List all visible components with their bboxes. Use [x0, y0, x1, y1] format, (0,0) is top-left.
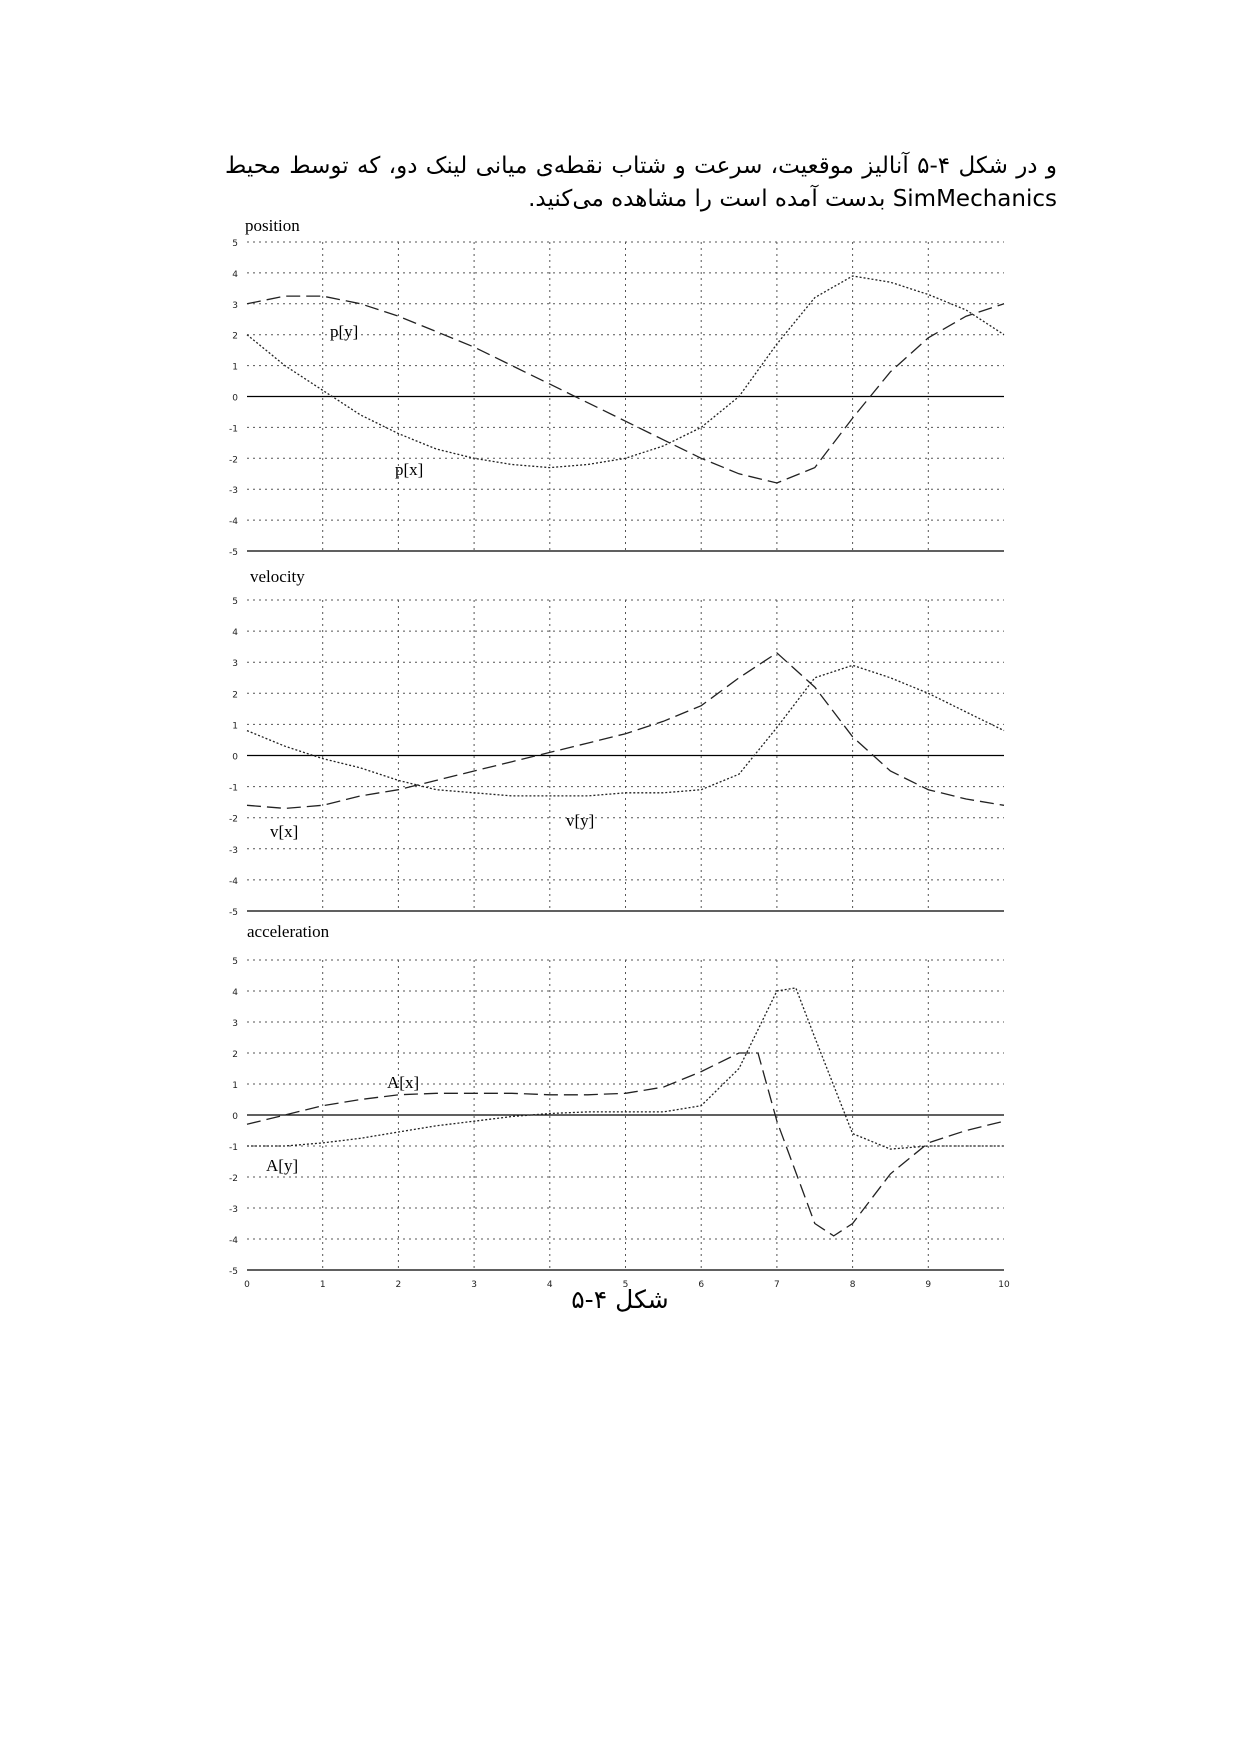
chart-panel-position: 5 4 3 2 1 0 -1 -2 -3 -4 -5 position p[x] p[y]	[229, 216, 1005, 558]
chart-title: position	[245, 216, 300, 235]
x-tick-label: 10	[998, 1280, 1010, 1290]
y-tick-label: 4	[232, 988, 238, 998]
series-label: p[y]	[330, 322, 358, 341]
y-tick-label: -3	[229, 1205, 238, 1215]
x-tick-label: 1	[320, 1280, 326, 1290]
chart-title: velocity	[250, 567, 305, 586]
x-tick-label: 3	[471, 1280, 477, 1290]
y-tick-label: -5	[229, 908, 238, 918]
x-tick-label: 7	[774, 1280, 780, 1290]
y-tick-label: 1	[232, 1081, 238, 1091]
x-tick-label: 6	[698, 1280, 704, 1290]
y-tick-label: 3	[232, 1019, 238, 1029]
y-tick-label: 5	[232, 597, 238, 607]
y-tick-label: 4	[232, 270, 238, 280]
x-tick-label: 9	[925, 1280, 931, 1290]
series-line-v[y]	[246, 652, 1005, 810]
y-tick-label: -2	[229, 815, 238, 825]
y-tick-label: 0	[232, 753, 238, 763]
y-tick-label: -4	[229, 517, 238, 527]
figure-caption: شکل ۴-۵	[571, 1285, 669, 1314]
series-label: A[x]	[387, 1073, 419, 1092]
y-tick-label: 5	[232, 957, 238, 967]
y-tick-label: 3	[232, 659, 238, 669]
y-tick-label: 0	[232, 394, 238, 404]
chart-title: acceleration	[247, 922, 330, 941]
y-tick-label: 4	[232, 628, 238, 638]
y-tick-label: -2	[229, 1174, 238, 1184]
x-tick-label: 5	[623, 1280, 629, 1290]
y-tick-label: 2	[232, 1050, 238, 1060]
intro-paragraph: و در شکل ۴-۵ آنالیز موقعیت، سرعت و شتاب …	[225, 153, 1058, 212]
y-tick-label: -2	[229, 455, 238, 465]
series-label: A[y]	[266, 1156, 298, 1175]
series-label: v[y]	[566, 811, 594, 830]
y-tick-label: -1	[229, 784, 238, 794]
y-tick-label: 2	[232, 332, 238, 342]
y-tick-label: -3	[229, 846, 238, 856]
y-tick-label: -5	[229, 1267, 238, 1277]
y-tick-label: -5	[229, 548, 238, 558]
y-tick-label: 1	[232, 363, 238, 373]
y-tick-label: -4	[229, 877, 238, 887]
y-tick-label: -3	[229, 486, 238, 496]
x-tick-label: 4	[547, 1280, 553, 1290]
series-label: v[x]	[270, 822, 298, 841]
y-tick-label: -4	[229, 1236, 238, 1246]
y-tick-label: 3	[232, 301, 238, 311]
x-tick-label: 2	[396, 1280, 402, 1290]
y-tick-label: 0	[232, 1112, 238, 1122]
x-tick-label: 8	[850, 1280, 856, 1290]
series-line-A[x]	[246, 1052, 1005, 1237]
series-line-p[x]	[246, 275, 1005, 469]
y-tick-label: -1	[229, 1143, 238, 1153]
series-line-v[x]	[246, 664, 1005, 797]
y-tick-label: 2	[232, 690, 238, 700]
series-label: p[x]	[395, 460, 423, 479]
series-line-p[y]	[246, 295, 1005, 484]
y-tick-label: 5	[232, 239, 238, 249]
y-tick-label: 1	[232, 721, 238, 731]
x-tick-label: 0	[244, 1280, 250, 1290]
series-line-A[y]	[247, 987, 1004, 1150]
chart-panel-velocity: 5 4 3 2 1 0 -1 -2 -3 -4 -5 velocity v[x] v[y]	[229, 567, 1005, 918]
y-tick-label: -1	[229, 424, 238, 434]
